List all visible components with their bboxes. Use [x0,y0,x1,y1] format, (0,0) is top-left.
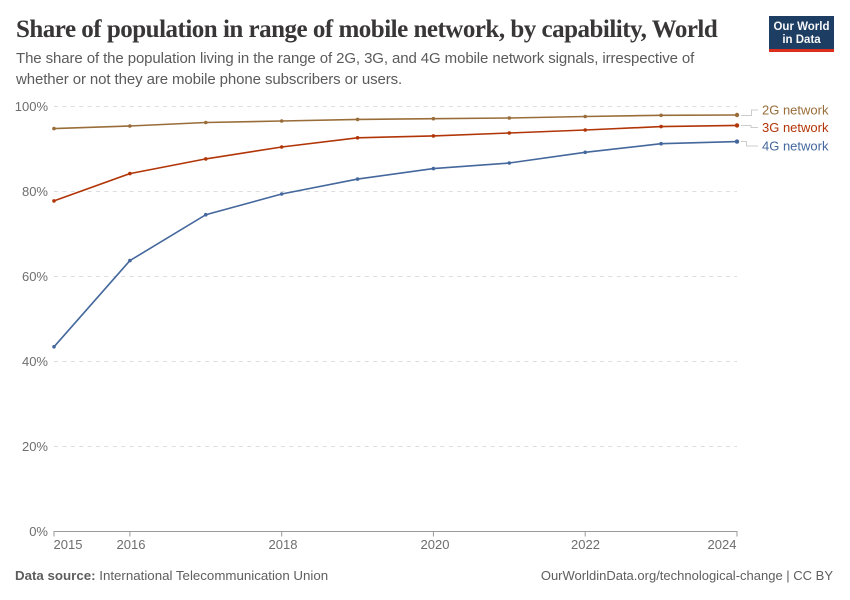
svg-text:80%: 80% [22,184,48,199]
svg-text:0%: 0% [29,524,48,539]
svg-text:60%: 60% [22,269,48,284]
svg-text:20%: 20% [22,439,48,454]
svg-text:2020: 2020 [421,537,450,552]
svg-text:100%: 100% [15,99,49,114]
svg-text:2024: 2024 [708,537,737,552]
svg-text:2022: 2022 [571,537,600,552]
svg-text:40%: 40% [22,354,48,369]
svg-text:2G network: 2G network [762,103,829,118]
svg-text:3G network: 3G network [762,120,829,135]
svg-text:2015: 2015 [54,537,83,552]
svg-text:4G network: 4G network [762,139,829,154]
svg-text:2016: 2016 [117,537,146,552]
svg-text:2018: 2018 [269,537,298,552]
